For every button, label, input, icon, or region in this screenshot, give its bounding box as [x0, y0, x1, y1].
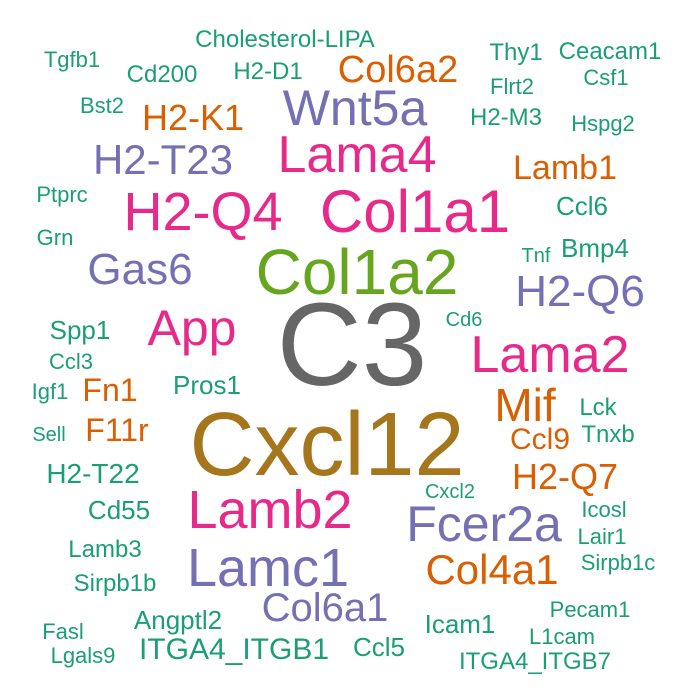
word-sirpb1b: Sirpb1b — [73, 570, 157, 597]
word-pecam1: Pecam1 — [549, 597, 631, 622]
word-tgfb1: Tgfb1 — [43, 47, 101, 72]
word-gas6: Gas6 — [87, 245, 193, 294]
word-hspg2: Hspg2 — [571, 111, 635, 136]
word-itga4-itgb7: ITGA4_ITGB7 — [458, 648, 612, 675]
word-thy1: Thy1 — [489, 39, 543, 66]
word-angptl2: Angptl2 — [133, 605, 223, 635]
word-cxcl12: Cxcl12 — [189, 395, 465, 495]
word-pros1: Pros1 — [173, 370, 241, 400]
word-grn: Grn — [36, 225, 74, 250]
word-ccl3: Ccl3 — [48, 349, 94, 374]
word-l1cam: L1cam — [528, 624, 596, 649]
word-tnxb: Tnxb — [581, 421, 635, 448]
word-fasl: Fasl — [42, 619, 84, 644]
word-bmp4: Bmp4 — [561, 233, 629, 263]
word-lck: Lck — [579, 394, 617, 421]
word-sell: Sell — [32, 424, 66, 446]
word-h2-q4: H2-Q4 — [123, 182, 283, 242]
word-cd55: Cd55 — [87, 495, 151, 525]
word-igf1: Igf1 — [31, 379, 69, 404]
word-app: App — [147, 300, 237, 356]
word-lgals9: Lgals9 — [50, 643, 116, 668]
word-h2-t23: H2-T23 — [92, 136, 234, 183]
word-h2-k1: H2-K1 — [141, 97, 245, 138]
word-sirpb1c: Sirpb1c — [580, 550, 656, 575]
word-ccl9: Ccl9 — [509, 423, 571, 456]
word-fn1: Fn1 — [82, 372, 138, 408]
word-wnt5a: Wnt5a — [282, 80, 428, 136]
word-icosl: Icosl — [581, 497, 627, 522]
word-col4a1: Col4a1 — [425, 546, 559, 593]
word-lamb2: Lamb2 — [187, 480, 353, 540]
word-col6a1: Col6a1 — [261, 586, 389, 630]
word-lama2: Lama2 — [470, 326, 630, 384]
word-col1a1: Col1a1 — [319, 178, 511, 245]
word-ccl6: Ccl6 — [555, 191, 609, 221]
word-cd200: Cd200 — [126, 61, 198, 88]
word-ptprc: Ptprc — [36, 182, 88, 207]
word-cd6: Cd6 — [445, 309, 483, 331]
word-cholesterol-lipa: Cholesterol-LIPA — [195, 26, 375, 53]
word-lair1: Lair1 — [577, 524, 627, 549]
word-ccl5: Ccl5 — [352, 632, 406, 662]
word-f11r: F11r — [85, 412, 149, 448]
word-h2-t22: H2-T22 — [46, 458, 140, 489]
word-h2-q6: H2-Q6 — [515, 267, 645, 316]
word-ceacam1: Ceacam1 — [558, 38, 662, 65]
word-col1a2: Col1a2 — [255, 236, 459, 308]
word-flrt2: Flrt2 — [490, 74, 534, 99]
word-csf1: Csf1 — [583, 65, 629, 90]
word-h2-d1: H2-D1 — [233, 58, 303, 85]
word-icam1: Icam1 — [424, 609, 496, 639]
word-lama4: Lama4 — [277, 126, 437, 184]
word-tnf: Tnf — [521, 245, 551, 267]
word-cxcl2: Cxcl2 — [424, 481, 476, 503]
word-fcer2a: Fcer2a — [406, 496, 562, 552]
word-bst2: Bst2 — [79, 93, 125, 118]
word-lamb1: Lamb1 — [513, 149, 617, 187]
word-lamc1: Lamc1 — [186, 538, 350, 598]
word-h2-q7: H2-Q7 — [511, 456, 619, 497]
word-lamb3: Lamb3 — [68, 536, 142, 563]
word-itga4-itgb1: ITGA4_ITGB1 — [138, 633, 330, 666]
word-c3: C3 — [276, 279, 428, 411]
word-col6a2: Col6a2 — [337, 49, 459, 91]
word-spp1: Spp1 — [49, 315, 111, 345]
word-mif: Mif — [494, 379, 556, 431]
word-h2-m3: H2-M3 — [469, 104, 543, 131]
